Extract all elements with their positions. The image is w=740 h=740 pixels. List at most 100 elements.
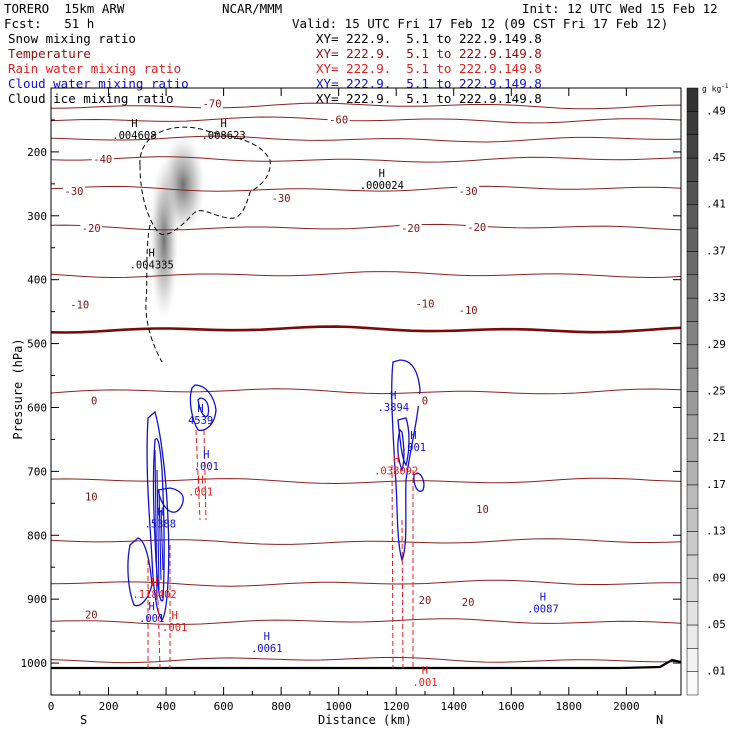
maximum-value-label: .001 xyxy=(139,613,164,625)
cloud-water-contour xyxy=(146,410,170,622)
maximum-value-label: .001 xyxy=(412,677,437,689)
maximum-value-label: .001 xyxy=(162,622,187,634)
colorbar-label: .21 xyxy=(706,431,726,444)
isotherm-label-bg xyxy=(457,184,480,197)
isotherm-label: -10 xyxy=(415,298,434,310)
isotherm-line xyxy=(51,477,681,485)
isotherm-line xyxy=(51,223,681,231)
isotherm-label: 20 xyxy=(419,595,432,607)
isotherm-line xyxy=(51,156,681,163)
isotherm-line xyxy=(51,185,681,192)
isotherm-line xyxy=(51,135,681,143)
forecast-hour: Fcst: 51 h xyxy=(4,16,95,31)
field-name-rain: Rain water mixing ratio xyxy=(8,61,182,76)
y-tick-label: 200 xyxy=(27,146,47,159)
colorbar-segment xyxy=(686,461,699,486)
field-xy-snow: XY= 222.9. 5.1 to 222.9.149.8 xyxy=(316,31,542,46)
cloud-water-contour-inner xyxy=(160,509,164,571)
isotherm-label: 20 xyxy=(85,610,98,622)
x-axis-label: Distance (km) xyxy=(318,713,412,727)
isotherm-line xyxy=(51,325,681,334)
maximum-value-label: 4539 xyxy=(188,415,213,427)
maximum-marker: H xyxy=(172,610,178,622)
x-tick-label: 0 xyxy=(48,700,55,713)
colorbar-segment xyxy=(686,391,699,416)
y-axis-label: Pressure (hPa) xyxy=(11,338,25,440)
y-tick-label: 900 xyxy=(27,593,47,606)
isotherm-label-bg xyxy=(465,220,488,233)
maximum-value-label: .5388 xyxy=(145,518,177,530)
x-tick-label: 2000 xyxy=(613,700,640,713)
maximum-marker: H xyxy=(197,475,203,487)
colorbar-label: .49 xyxy=(706,104,726,117)
maximum-value-label: .118402 xyxy=(132,589,176,601)
colorbar-label: .45 xyxy=(706,151,726,164)
maximum-marker: H xyxy=(393,453,399,465)
colorbar-segment xyxy=(686,321,699,346)
colorbar-segment xyxy=(686,181,699,205)
cloud-water-contour xyxy=(189,384,217,431)
maximum-value-label: .004335 xyxy=(130,260,174,272)
x-tick-label: 1800 xyxy=(556,700,583,713)
colorbar-segment xyxy=(686,157,699,182)
cloud-water-contour xyxy=(157,487,184,513)
colorbar-label: .25 xyxy=(706,385,726,398)
colorbar-segment xyxy=(686,344,699,369)
endpoint-north: N xyxy=(656,713,664,727)
colorbar-segment xyxy=(686,648,699,672)
field-name-snow: Snow mixing ratio xyxy=(8,31,136,46)
rain-water-contour xyxy=(157,599,161,669)
valid-time: Valid: 15 UTC Fri 17 Feb 12 (09 CST Fri … xyxy=(292,16,669,31)
cloud-water-contour xyxy=(413,472,425,492)
field-name-cloud-ice: Cloud ice mixing ratio xyxy=(8,91,174,106)
isotherm-label: -30 xyxy=(65,186,84,198)
cloud-water-contour xyxy=(391,359,421,562)
field-xy-cloud-water: XY= 222.9. 5.1 to 222.9.149.8 xyxy=(316,76,542,91)
maximum-marker: H xyxy=(149,601,155,613)
cloud-water-contour-inner xyxy=(154,449,158,601)
maximum-value-label: .000024 xyxy=(360,180,404,192)
isotherm-label-bg xyxy=(270,191,293,204)
y-tick-label: 300 xyxy=(27,210,47,223)
colorbar-segment xyxy=(686,297,699,322)
maximum-marker: H xyxy=(390,390,396,402)
isotherm-line xyxy=(51,538,681,545)
maximum-value-label: .038092 xyxy=(374,465,418,477)
isotherm-label: -10 xyxy=(70,300,89,312)
isotherm-label: 20 xyxy=(462,597,475,609)
isotherm-label-bg xyxy=(68,298,91,311)
colorbar-segment xyxy=(686,437,699,462)
isotherm-line xyxy=(51,271,681,279)
maximum-marker: H xyxy=(131,118,137,130)
isotherm-label-bg xyxy=(80,608,103,621)
isotherm-label-bg xyxy=(63,184,86,197)
isotherm-line xyxy=(51,618,681,625)
plot-frame xyxy=(50,87,682,696)
isotherm-label: -40 xyxy=(93,154,112,166)
field-name-temperature: Temperature xyxy=(8,46,91,61)
isotherm-label: 10 xyxy=(85,491,98,503)
colorbar-segment xyxy=(686,367,699,392)
maximum-marker: H xyxy=(157,506,163,518)
colorbar-label: .09 xyxy=(706,571,726,584)
colorbar-segment xyxy=(686,134,699,159)
colorbar-segment xyxy=(686,484,699,509)
colorbar-label: .13 xyxy=(706,525,726,538)
x-tick-label: 400 xyxy=(156,700,176,713)
isotherm-label: -70 xyxy=(203,98,222,110)
cloud-water-contour xyxy=(127,537,153,607)
x-tick-label: 600 xyxy=(214,700,234,713)
maximum-value-label: .0061 xyxy=(251,643,283,655)
isotherm-label: -20 xyxy=(82,223,101,235)
field-xy-cloud-ice: XY= 222.9. 5.1 to 222.9.149.8 xyxy=(316,91,542,106)
isotherm-label-bg xyxy=(413,296,436,309)
colorbar-segment xyxy=(686,531,699,556)
cloud-ice-contour xyxy=(139,126,271,236)
maximum-value-label: .3894 xyxy=(378,402,410,414)
colorbar-segment xyxy=(686,601,699,626)
maximum-value-label: .001 xyxy=(401,442,426,454)
colorbar-label: .29 xyxy=(706,338,726,351)
cloud-ice-contour-lower xyxy=(145,224,163,363)
y-tick-label: 600 xyxy=(27,401,47,414)
model-title: TORERO 15km ARW xyxy=(4,1,125,16)
